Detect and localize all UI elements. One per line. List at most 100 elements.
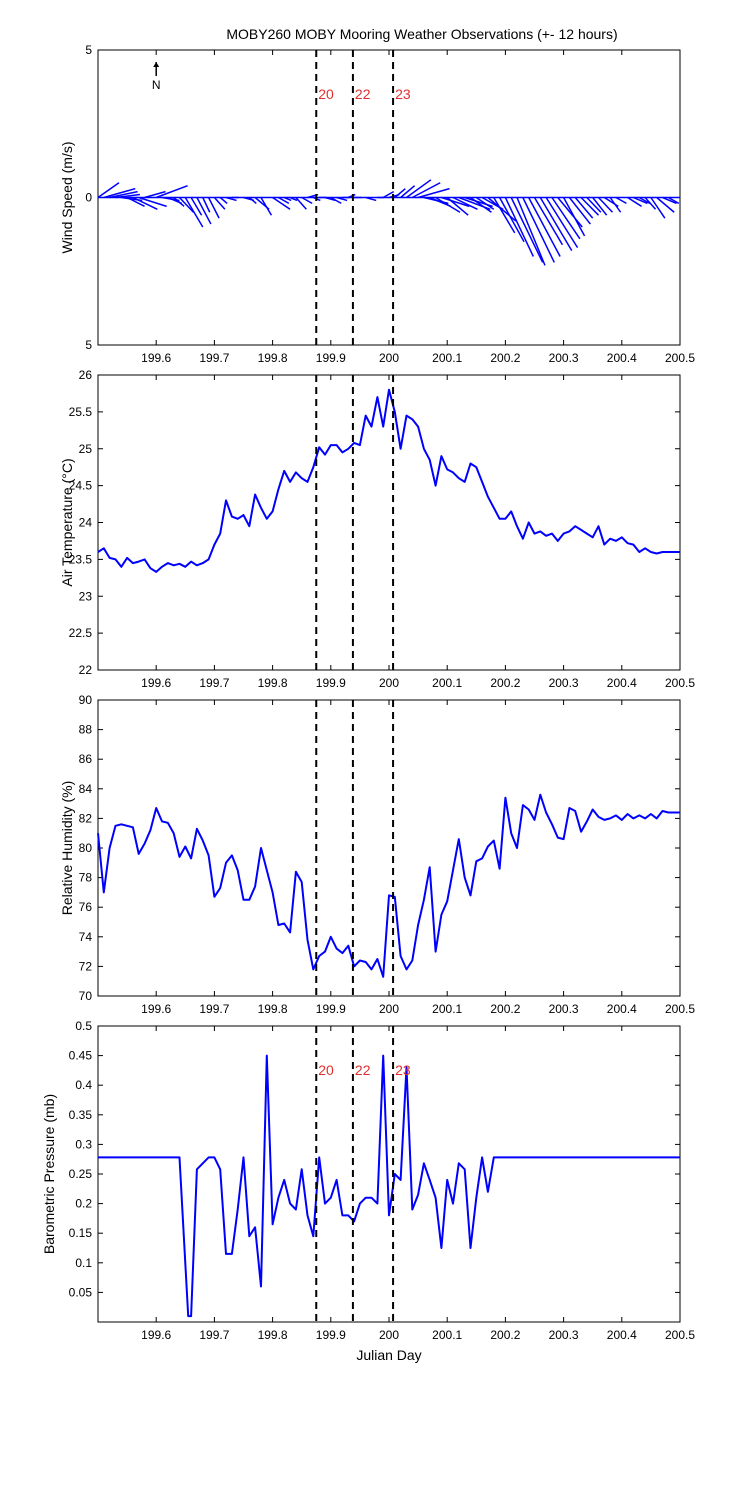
wind-x-tick-label: 200.2	[490, 351, 520, 365]
wind-stick	[568, 197, 591, 225]
wind-stick	[592, 197, 608, 216]
wind-stick	[638, 196, 651, 205]
pressure-marker-label: 20	[318, 1062, 334, 1078]
wind-stick	[295, 197, 307, 210]
humidity-x-tick-label: 200	[379, 1002, 399, 1016]
wind-marker-label: 20	[318, 86, 334, 102]
air-temp-x-tick-label: 199.8	[258, 676, 288, 690]
wind-stick	[411, 182, 441, 199]
wind-stick	[452, 196, 478, 210]
wind-y-axis-label: Wind Speed (m/s)	[59, 141, 75, 253]
wind-stick	[667, 196, 680, 205]
humidity-x-tick-label: 200.1	[432, 1002, 462, 1016]
pressure-y-tick-label: 0.1	[75, 1256, 92, 1270]
pressure-marker-label: 22	[355, 1062, 371, 1078]
wind-x-tick-label: 199.7	[199, 351, 229, 365]
air-temp-x-tick-label: 199.9	[316, 676, 346, 690]
wind-y-tick-label: 0	[85, 191, 92, 205]
wind-marker-label: 23	[395, 86, 411, 102]
air-temp-y-tick-label: 25	[79, 442, 93, 456]
wind-stick	[213, 197, 226, 210]
air-temp-x-tick-label: 199.7	[199, 676, 229, 690]
humidity-series-line	[97, 793, 680, 978]
wind-stick	[336, 196, 348, 202]
humidity-y-tick-label: 86	[79, 752, 93, 766]
pressure-x-tick-label: 200.4	[607, 1328, 637, 1342]
pressure-x-tick-label: 199.9	[316, 1328, 346, 1342]
air-temp-y-tick-label: 22.5	[69, 626, 93, 640]
humidity-x-tick-label: 199.7	[199, 1002, 229, 1016]
wind-y-tick-label: 5	[85, 43, 92, 57]
wind-x-tick-label: 200	[379, 351, 399, 365]
wind-stick	[522, 197, 555, 263]
wind-stick	[644, 197, 657, 210]
wind-stick	[662, 196, 677, 205]
humidity-x-tick-label: 199.9	[316, 1002, 346, 1016]
wind-marker-label: 22	[355, 86, 371, 102]
air-temp-y-tick-label: 23.5	[69, 552, 93, 566]
wind-stick	[597, 196, 614, 213]
wind-stick	[115, 193, 140, 199]
wind-stick	[475, 196, 495, 210]
air-temp-x-tick-label: 200.5	[665, 676, 695, 690]
humidity-x-tick-label: 200.5	[665, 1002, 695, 1016]
humidity-x-tick-label: 200.2	[490, 1002, 520, 1016]
wind-stick	[516, 197, 546, 266]
wind-stick	[225, 196, 237, 202]
pressure-y-tick-label: 0.45	[69, 1049, 93, 1063]
pressure-y-tick-label: 0.35	[69, 1108, 93, 1122]
wind-x-tick-label: 200.5	[665, 351, 695, 365]
wind-stick	[656, 196, 675, 213]
wind-x-tick-label: 200.1	[432, 351, 462, 365]
wind-stick	[441, 196, 470, 208]
wind-stick	[289, 196, 298, 202]
wind-x-tick-label: 199.9	[316, 351, 346, 365]
figure-title: MOBY260 MOBY Mooring Weather Observation…	[226, 26, 617, 42]
air-temp-x-tick-label: 200	[379, 676, 399, 690]
wind-stick	[562, 197, 586, 237]
wind-stick	[190, 197, 203, 216]
wind-stick	[248, 196, 257, 204]
wind-stick	[283, 196, 292, 202]
humidity-x-tick-label: 200.3	[549, 1002, 579, 1016]
pressure-marker-label: 23	[395, 1062, 411, 1078]
humidity-y-tick-label: 90	[79, 693, 93, 707]
air-temp-x-tick-label: 200.4	[607, 676, 637, 690]
air-temp-series-line	[97, 388, 680, 573]
wind-stick	[615, 196, 627, 205]
wind-stick	[574, 197, 594, 219]
wind-stick	[470, 196, 492, 213]
pressure-x-tick-label: 199.8	[258, 1328, 288, 1342]
wind-stick	[202, 197, 211, 213]
wind-stick	[103, 187, 136, 199]
wind-stick	[260, 197, 273, 216]
pressure-series-line	[98, 1054, 680, 1318]
humidity-y-tick-label: 78	[79, 871, 93, 885]
north-arrow-head	[153, 62, 160, 67]
humidity-y-tick-label: 72	[79, 959, 93, 973]
humidity-y-tick-label: 88	[79, 723, 93, 737]
wind-stick	[207, 197, 220, 219]
wind-stick	[382, 190, 395, 199]
humidity-y-tick-label: 82	[79, 811, 93, 825]
humidity-y-tick-label: 80	[79, 841, 93, 855]
wind-stick	[435, 196, 461, 213]
pressure-x-tick-label: 200	[379, 1328, 399, 1342]
humidity-x-tick-label: 199.6	[141, 1002, 171, 1016]
wind-y-tick-label: 5	[85, 338, 92, 352]
wind-stick	[400, 185, 416, 199]
pressure-y-tick-label: 0.5	[75, 1019, 92, 1033]
wind-stick	[510, 197, 544, 263]
pressure-y-tick-label: 0.3	[75, 1137, 92, 1151]
pressure-x-tick-label: 200.5	[665, 1328, 695, 1342]
pressure-x-tick-label: 200.3	[549, 1328, 579, 1342]
wind-stick	[138, 196, 167, 208]
wind-stick	[394, 188, 406, 199]
wind-stick	[144, 190, 166, 199]
pressure-y-tick-label: 0.25	[69, 1167, 93, 1181]
pressure-panel: 199.6 199.7 199.8 199.9 200 200.1 200.2 200.3 20…	[41, 1019, 695, 1363]
pressure-y-tick-label: 0.05	[69, 1285, 93, 1299]
wind-stick	[586, 196, 602, 213]
humidity-x-tick-label: 200.4	[607, 1002, 637, 1016]
air-temp-panel: 199.6 199.7 199.8 199.9 200 200.1 200.2 200.3 20…	[59, 368, 695, 690]
